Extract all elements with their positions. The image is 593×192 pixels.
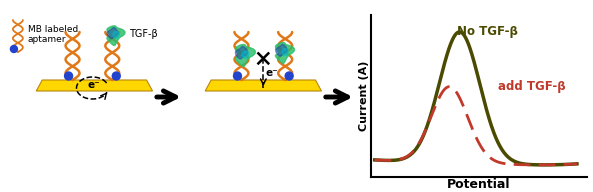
Text: e⁻: e⁻: [87, 80, 100, 90]
Polygon shape: [107, 26, 125, 46]
Text: aptamer: aptamer: [28, 35, 66, 44]
X-axis label: Potential: Potential: [447, 178, 511, 191]
Polygon shape: [205, 80, 321, 91]
Polygon shape: [282, 49, 288, 56]
Circle shape: [112, 72, 120, 80]
Circle shape: [65, 72, 72, 80]
Polygon shape: [113, 31, 119, 38]
Polygon shape: [107, 26, 125, 46]
Polygon shape: [36, 80, 152, 91]
Text: No TGF-β: No TGF-β: [457, 25, 518, 38]
Circle shape: [234, 72, 241, 80]
Polygon shape: [242, 51, 248, 58]
Circle shape: [285, 72, 293, 80]
Text: MB labeled: MB labeled: [28, 26, 78, 35]
Text: e⁻: e⁻: [266, 68, 279, 78]
Text: add TGF-β: add TGF-β: [498, 80, 566, 93]
Polygon shape: [107, 28, 118, 39]
Text: TGF-β: TGF-β: [129, 29, 158, 39]
Polygon shape: [276, 43, 295, 63]
Circle shape: [11, 46, 17, 52]
Polygon shape: [276, 44, 287, 56]
Polygon shape: [235, 45, 256, 66]
Polygon shape: [276, 43, 295, 63]
Polygon shape: [235, 46, 248, 59]
Polygon shape: [235, 45, 256, 66]
Y-axis label: Current (A): Current (A): [359, 61, 369, 131]
